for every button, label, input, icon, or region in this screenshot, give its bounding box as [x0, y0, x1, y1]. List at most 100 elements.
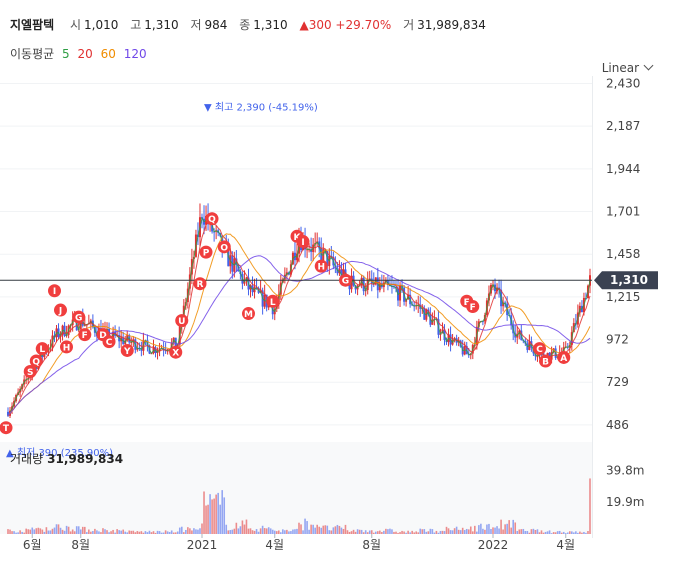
volume-bar: [49, 530, 52, 534]
volume-bar: [199, 528, 201, 534]
volume-bar: [63, 530, 66, 534]
volume-bar: [39, 528, 42, 534]
event-marker-letter: L: [39, 345, 45, 355]
event-marker[interactable]: [102, 335, 116, 349]
volume-bar: [544, 531, 547, 534]
event-marker[interactable]: [23, 365, 37, 379]
volume-bar: [138, 531, 141, 534]
volume-bar: [550, 533, 553, 534]
volume-bar: [280, 532, 282, 534]
volume-bar: [170, 530, 173, 534]
scale-selector[interactable]: Linear: [602, 60, 654, 75]
volume-bar: [411, 530, 413, 534]
volume-bar: [67, 526, 70, 534]
event-marker[interactable]: [205, 212, 219, 226]
event-marker[interactable]: [169, 345, 183, 359]
event-marker-letter: X: [172, 349, 179, 359]
volume-bar: [61, 529, 64, 534]
volume-bar: [106, 530, 108, 534]
event-marker[interactable]: [175, 314, 189, 328]
volume-bar: [484, 529, 486, 534]
volume-value: 31,989,834: [417, 18, 486, 32]
event-marker[interactable]: [533, 342, 546, 356]
volume-bar: [69, 531, 72, 534]
volume-bar: [326, 525, 329, 534]
volume-bar: [277, 530, 280, 534]
event-marker[interactable]: [29, 354, 43, 368]
event-marker[interactable]: [48, 284, 61, 298]
volume-bar: [284, 530, 286, 534]
event-marker[interactable]: [217, 240, 231, 254]
volume-bar: [267, 527, 270, 534]
volume-bar: [540, 530, 543, 534]
time-tick-label: 4월: [556, 538, 575, 552]
volume-bar: [581, 532, 583, 534]
volume-bar: [316, 524, 318, 534]
volume-bar: [213, 498, 215, 534]
volume-bar: [308, 529, 310, 534]
ma-20-label: 20: [77, 47, 93, 61]
close-label: 종: [239, 18, 251, 32]
volume-bar: [142, 532, 145, 534]
event-marker-letter: I: [53, 287, 56, 297]
time-tick-label: 4월: [265, 538, 284, 552]
volume-bar: [162, 532, 165, 534]
volume-bar: [403, 531, 405, 534]
event-marker[interactable]: [242, 307, 255, 321]
price-tick-label: 2,187: [606, 119, 640, 133]
volume-bar: [275, 531, 278, 534]
event-marker[interactable]: [314, 259, 328, 273]
event-marker[interactable]: [539, 354, 552, 368]
volume-bar: [193, 528, 195, 534]
volume-bar: [344, 524, 347, 534]
event-marker[interactable]: [296, 235, 310, 249]
event-marker-letter: J: [58, 307, 62, 317]
volume-bar: [247, 528, 250, 534]
volume-bar: [104, 529, 106, 534]
ma-60-label: 60: [100, 47, 116, 61]
volume-bar: [259, 528, 262, 534]
volume-bar: [221, 490, 224, 534]
low-label: 저: [190, 18, 202, 32]
volume-bar: [370, 530, 373, 534]
volume-bar: [482, 528, 484, 534]
volume-bar: [423, 529, 426, 534]
candle-body: [481, 321, 484, 323]
event-marker[interactable]: [0, 421, 13, 435]
volume-bar: [334, 526, 337, 534]
volume-bar: [579, 531, 581, 534]
event-marker[interactable]: [199, 245, 213, 259]
volume-bar: [445, 526, 448, 534]
volume-bar: [164, 530, 167, 534]
volume-bar: [542, 532, 545, 534]
volume-bar: [298, 522, 300, 534]
event-marker[interactable]: [120, 343, 134, 357]
volume-bar: [7, 529, 9, 534]
event-marker[interactable]: [72, 310, 86, 324]
volume-bar: [94, 528, 96, 534]
price-tick-label: 1,215: [606, 290, 640, 304]
event-marker[interactable]: [35, 342, 49, 356]
event-marker[interactable]: [193, 277, 207, 291]
event-marker[interactable]: [339, 273, 352, 287]
volume-bar: [385, 528, 387, 534]
event-marker[interactable]: [266, 294, 280, 308]
event-marker[interactable]: [466, 300, 480, 314]
volume-panel-title: 거래량 31,989,834: [10, 450, 123, 467]
volume-bar: [71, 529, 74, 534]
event-marker[interactable]: [54, 303, 67, 317]
volume-bar: [459, 530, 462, 534]
event-marker[interactable]: [557, 350, 571, 364]
volume-bar: [463, 530, 466, 534]
volume-bar: [45, 527, 48, 534]
volume-bar: [346, 530, 349, 534]
volume-bar: [35, 528, 38, 534]
volume-bar: [150, 532, 153, 534]
volume-bar: [160, 532, 163, 534]
event-marker[interactable]: [60, 340, 73, 354]
moving-average-legend[interactable]: 이동평균 5 20 60 120: [10, 45, 151, 62]
price-tick-label: 1,458: [606, 247, 640, 261]
volume-bar: [176, 531, 179, 534]
event-marker[interactable]: [78, 328, 92, 342]
